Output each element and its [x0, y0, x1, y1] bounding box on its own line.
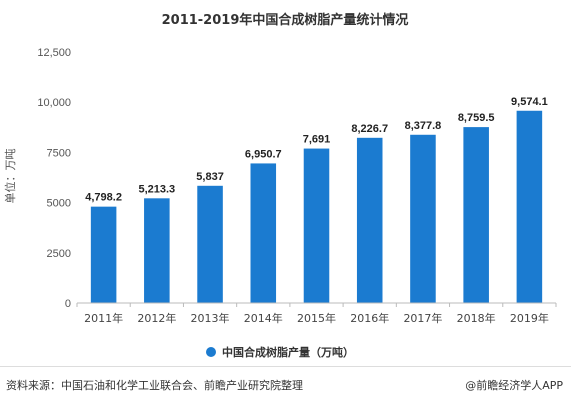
x-tick-label: 2016年 — [350, 311, 389, 325]
x-tick-label: 2015年 — [297, 311, 336, 325]
y-tick-label: 5000 — [47, 198, 71, 210]
legend-label: 中国合成树脂产量（万吨） — [222, 345, 354, 359]
source-note: 资料来源：中国石油和化学工业联合会、前瞻产业研究院整理 — [6, 379, 303, 392]
y-axis-label: 单位：万吨 — [3, 149, 17, 204]
y-tick-label: 12,500 — [37, 47, 71, 59]
data-label: 5,213.3 — [138, 183, 175, 195]
bar — [463, 127, 489, 303]
data-label: 8,377.8 — [405, 120, 442, 132]
y-tick-label: 0 — [65, 298, 71, 310]
data-label: 6,950.7 — [245, 148, 282, 160]
bar — [410, 134, 436, 303]
x-tick-label: 2014年 — [244, 311, 283, 325]
x-tick-label: 2019年 — [510, 311, 549, 325]
x-axis: 2011年 2012年 2013年 2014年 2015年 2016年 2017年 2018年… — [76, 302, 557, 325]
bar — [250, 163, 277, 303]
x-tick-label: 2017年 — [403, 311, 442, 325]
data-label: 7,691 — [303, 134, 331, 146]
x-tick-label: 2018年 — [457, 311, 496, 325]
data-label: 5,837 — [196, 171, 224, 183]
x-tick-label: 2011年 — [84, 311, 123, 325]
bar — [356, 137, 383, 303]
x-tick-label: 2013年 — [191, 311, 230, 325]
data-label: 4,798.2 — [85, 192, 122, 204]
data-label: 8,759.5 — [458, 112, 495, 124]
bar — [90, 206, 117, 303]
bar — [516, 110, 543, 303]
data-label: 8,226.7 — [351, 123, 388, 135]
y-axis: 0 2500 5000 7500 10,000 12,500 — [37, 47, 71, 310]
bar — [197, 185, 223, 303]
legend-marker — [206, 347, 216, 357]
y-tick-label: 2500 — [47, 248, 71, 260]
y-tick-label: 7500 — [47, 147, 71, 159]
data-label: 9,574.1 — [511, 96, 548, 108]
footer-divider — [0, 366, 571, 367]
chart-title: 2011-2019年中国合成树脂产量统计情况 — [162, 12, 409, 28]
legend: 中国合成树脂产量（万吨） — [206, 345, 354, 359]
x-tick-label: 2012年 — [137, 311, 176, 325]
y-tick-label: 10,000 — [37, 97, 71, 109]
bar — [144, 198, 170, 303]
bar — [303, 148, 330, 303]
credit-note: @前瞻经济学人APP — [465, 379, 563, 392]
bars: 4,798.2 5,213.3 5,837 6,950.7 7,691 8,226.7 8,… — [85, 96, 548, 303]
